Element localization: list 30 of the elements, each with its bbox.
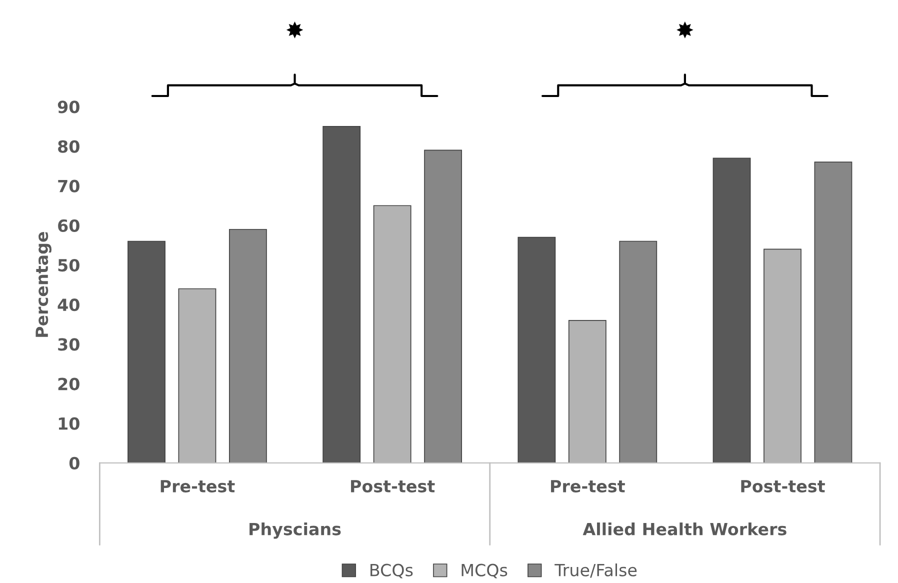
y-tick-label: 70 <box>58 180 80 192</box>
y-tick-label: 80 <box>58 140 80 153</box>
y-tick-label: 40 <box>58 298 80 312</box>
legend-label: BCQs <box>370 564 413 578</box>
bar <box>712 158 751 463</box>
bar <box>128 240 166 463</box>
x-tick-label: Post-test <box>351 480 435 492</box>
text: ✸ <box>676 22 694 38</box>
bar <box>424 150 462 463</box>
bar <box>518 236 556 463</box>
x-tick-label: Pre-test <box>160 480 235 492</box>
y-tick-label: 10 <box>58 417 80 430</box>
bar <box>814 162 852 463</box>
legend-label: MCQs <box>462 564 508 578</box>
legend-label: True/False <box>554 563 637 578</box>
text: Allied Health Workers <box>582 522 786 536</box>
bar <box>322 126 361 463</box>
bar <box>619 240 658 463</box>
y-tick-label: 60 <box>58 219 80 232</box>
y-tick-label: 30 <box>58 338 80 351</box>
y-tick-label: 20 <box>58 378 80 390</box>
y-tick-label: 0 <box>69 456 80 470</box>
x-tick-label: Pre-test <box>551 480 625 492</box>
y-axis-title: Percentage <box>36 232 52 337</box>
y-tick-label: 90 <box>58 100 80 114</box>
bar <box>228 228 267 463</box>
y-tick-label: 50 <box>58 258 80 272</box>
text: Physcians <box>250 522 341 539</box>
text: ✸ <box>286 22 304 38</box>
x-tick-label: Post-test <box>741 480 825 492</box>
